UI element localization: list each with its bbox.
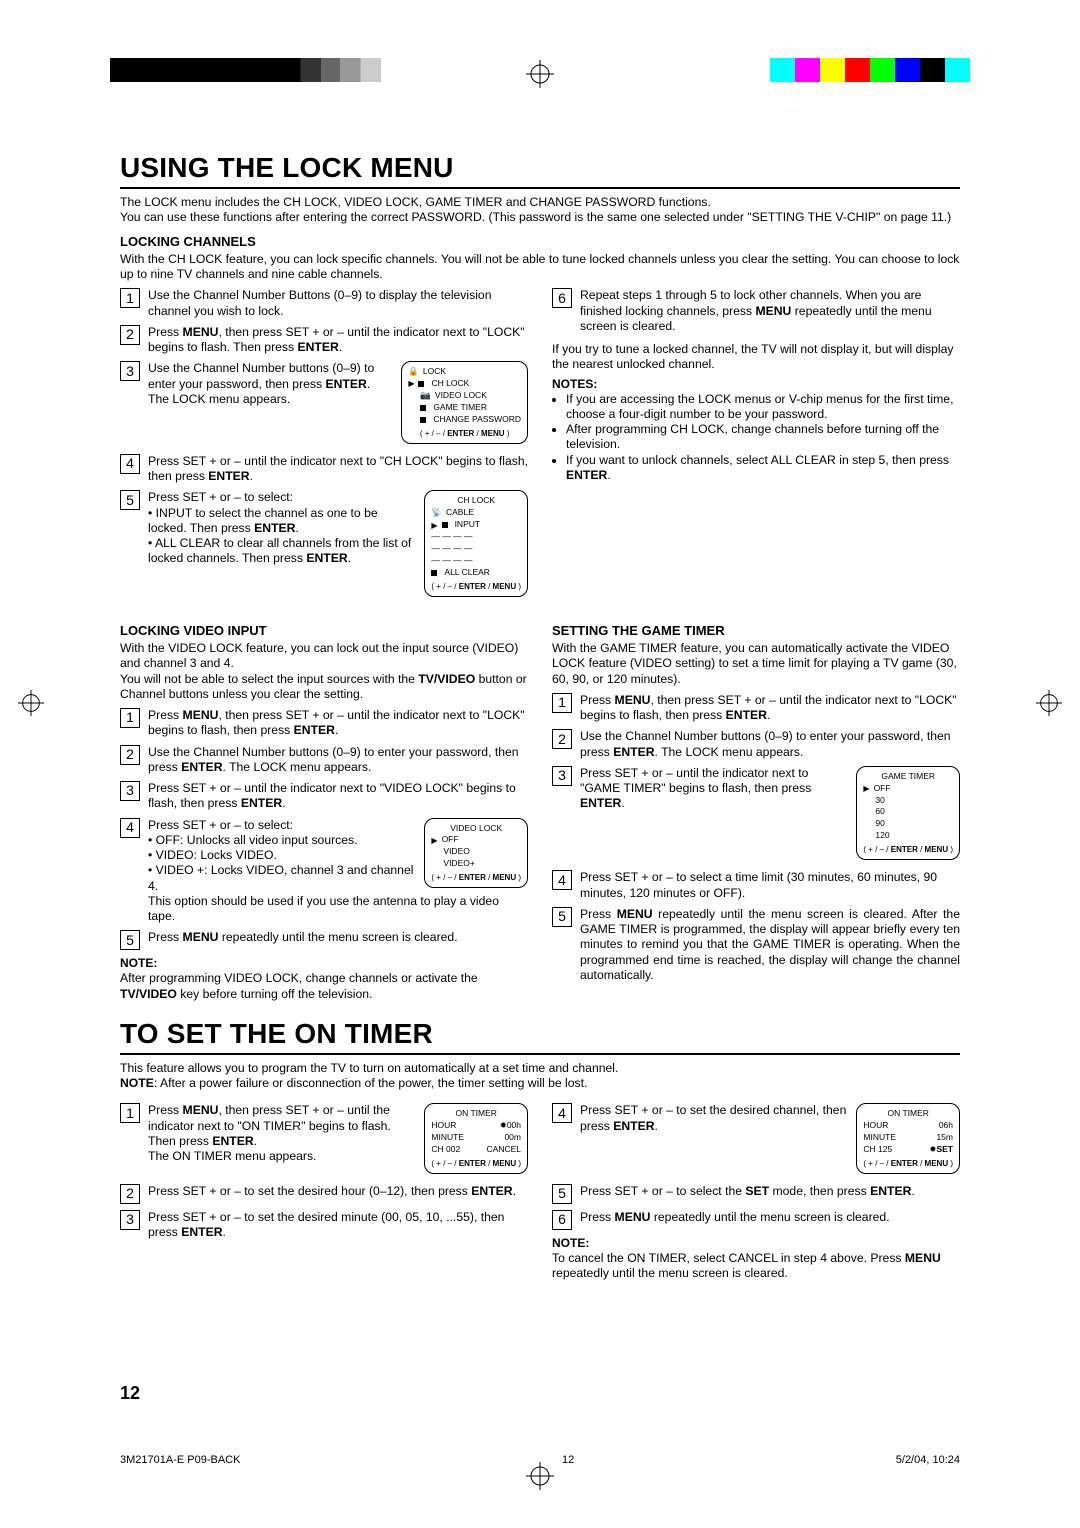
footer-mid: 12 [562, 1454, 574, 1468]
lc-step6: Repeat steps 1 through 5 to lock other c… [580, 288, 960, 334]
step-2: 2 [120, 325, 140, 345]
registration-mark-right [1036, 690, 1062, 716]
section-title-lock-menu: USING THE LOCK MENU [120, 150, 960, 189]
on-timer-intro: This feature allows you to program the T… [120, 1061, 960, 1092]
footer-right: 5/2/04, 10:24 [896, 1454, 960, 1468]
osd-game-timer: GAME TIMER ▶OFF 30 60 90 120 ( + / – / E… [856, 766, 960, 861]
locking-channels-left-col: 1 Use the Channel Number Buttons (0–9) to… [120, 282, 528, 607]
note-1: If you are accessing the LOCK menus or V… [566, 392, 960, 423]
locked-channel-try-text: If you try to tune a locked channel, the… [552, 342, 960, 373]
game-timer-col: SETTING THE GAME TIMER With the GAME TIM… [552, 617, 960, 1002]
game-timer-intro: With the GAME TIMER feature, you can aut… [552, 641, 960, 687]
lc-step2: Press MENU, then press SET + or – until … [148, 325, 528, 356]
game-timer-heading: SETTING THE GAME TIMER [552, 623, 960, 639]
ot-step4: ON TIMER HOUR06h MINUTE15m CH 125✹SET ( … [580, 1103, 960, 1178]
ot-note: To cancel the ON TIMER, select CANCEL in… [552, 1251, 960, 1282]
gt-step2: Use the Channel Number buttons (0–9) to … [580, 729, 960, 760]
notes-list: If you are accessing the LOCK menus or V… [566, 392, 960, 484]
lc-step1: Use the Channel Number Buttons (0–9) to … [148, 288, 528, 319]
ot-step2: Press SET + or – to set the desired hour… [148, 1184, 528, 1199]
lc-step5: CH LOCK 📡CABLE ▶INPUT — — — — — — — — — … [148, 490, 528, 600]
video-lock-col: LOCKING VIDEO INPUT With the VIDEO LOCK … [120, 617, 528, 1002]
ot-step3: Press SET + or – to set the desired minu… [148, 1210, 528, 1241]
section-title-on-timer: TO SET THE ON TIMER [120, 1016, 960, 1055]
registration-mark-left [18, 690, 44, 716]
gt-step1: Press MENU, then press SET + or – until … [580, 693, 960, 724]
step-5: 5 [120, 490, 140, 510]
vl-step3: Press SET + or – until the indicator nex… [148, 781, 528, 812]
print-greyscale-bar [110, 58, 280, 82]
osd-lock-menu: 🔒LOCK ▶CH LOCK 📷VIDEO LOCK GAME TIMER CH… [401, 361, 528, 444]
page-body: USING THE LOCK MENU The LOCK menu includ… [120, 150, 960, 1408]
lock-menu-intro: The LOCK menu includes the CH LOCK, VIDE… [120, 195, 960, 226]
note-2: After programming CH LOCK, change channe… [566, 422, 960, 453]
gt-step5: Press MENU repeatedly until the menu scr… [580, 907, 960, 983]
vl-step1: Press MENU, then press SET + or – until … [148, 708, 528, 739]
step-1: 1 [120, 288, 140, 308]
page-number: 12 [120, 1382, 140, 1405]
osd-video-lock: VIDEO LOCK ▶OFF VIDEO VIDEO+ ( + / – / E… [424, 818, 528, 889]
video-lock-heading: LOCKING VIDEO INPUT [120, 623, 528, 639]
locking-channels-intro: With the CH LOCK feature, you can lock s… [120, 252, 960, 283]
gt-step4: Press SET + or – to select a time limit … [580, 870, 960, 901]
vl-step5: Press MENU repeatedly until the menu scr… [148, 930, 528, 945]
ot-step6: Press MENU repeatedly until the menu scr… [580, 1210, 960, 1225]
footer-left: 3M21701A-E P09-BACK [120, 1454, 240, 1468]
ot-note-head: NOTE: [552, 1236, 960, 1251]
on-timer-right-col: 4 ON TIMER HOUR06h MINUTE15m CH 125✹SET … [552, 1097, 960, 1281]
vl-note: After programming VIDEO LOCK, change cha… [120, 971, 528, 1002]
osd-ch-lock: CH LOCK 📡CABLE ▶INPUT — — — — — — — — — … [424, 490, 528, 596]
ot-step1: ON TIMER HOUR✹00h MINUTE00m CH 002CANCEL… [148, 1103, 528, 1178]
footer-metadata: 3M21701A-E P09-BACK 12 5/2/04, 10:24 [120, 1454, 960, 1468]
print-color-bar [770, 58, 970, 82]
step-6: 6 [552, 288, 572, 308]
lc-step4: Press SET + or – until the indicator nex… [148, 454, 528, 485]
vl-step4: VIDEO LOCK ▶OFF VIDEO VIDEO+ ( + / – / E… [148, 818, 528, 925]
locking-channels-right-col: 6 Repeat steps 1 through 5 to lock other … [552, 282, 960, 607]
notes-heading: NOTES: [552, 377, 960, 392]
ot-step5: Press SET + or – to select the SET mode,… [580, 1184, 960, 1199]
vl-note-head: NOTE: [120, 956, 528, 971]
vl-step2: Use the Channel Number buttons (0–9) to … [148, 745, 528, 776]
step-4: 4 [120, 454, 140, 474]
osd-on-timer-2: ON TIMER HOUR06h MINUTE15m CH 125✹SET ( … [856, 1103, 960, 1174]
registration-mark-top [526, 60, 554, 88]
note-3: If you want to unlock channels, select A… [566, 453, 960, 484]
on-timer-left-col: 1 ON TIMER HOUR✹00h MINUTE00m CH 002CANC… [120, 1097, 528, 1281]
osd-on-timer-1: ON TIMER HOUR✹00h MINUTE00m CH 002CANCEL… [424, 1103, 528, 1174]
video-lock-intro: With the VIDEO LOCK feature, you can loc… [120, 641, 528, 702]
gt-step3: GAME TIMER ▶OFF 30 60 90 120 ( + / – / E… [580, 766, 960, 865]
step-3: 3 [120, 361, 140, 381]
lc-step3: 🔒LOCK ▶CH LOCK 📷VIDEO LOCK GAME TIMER CH… [148, 361, 528, 448]
locking-channels-heading: LOCKING CHANNELS [120, 234, 960, 250]
